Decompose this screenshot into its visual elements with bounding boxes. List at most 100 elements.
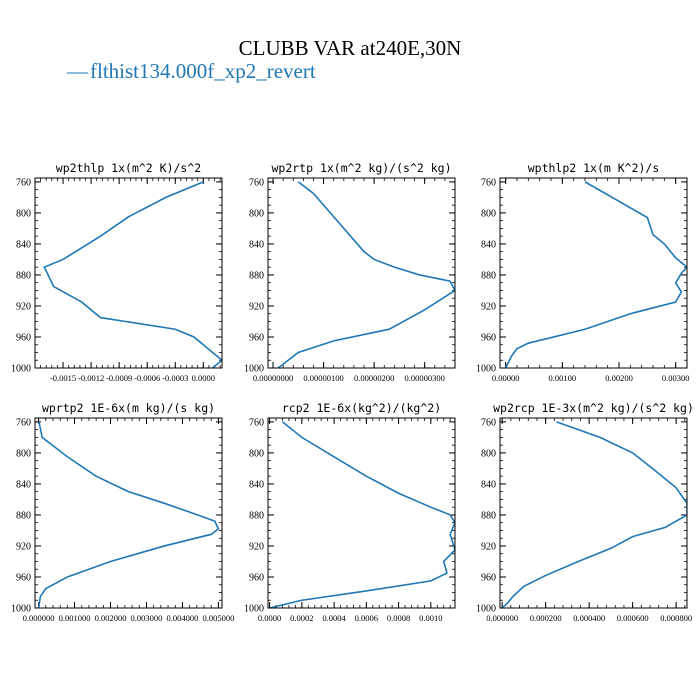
panel-title: wp2rtp 1x(m^2 kg)/(s^2 kg) (271, 161, 451, 175)
x-tick-label: 0.000600 (617, 613, 649, 623)
x-tick-label: 0.004000 (167, 613, 199, 623)
figure-title: CLUBB VAR at240E,30N (239, 36, 462, 60)
y-tick-label: 760 (481, 417, 496, 428)
plot-frame (499, 177, 688, 369)
x-tick-label: 0.00200 (605, 373, 633, 383)
y-tick-label: 880 (481, 510, 496, 521)
chart-panel-1: wp2thlp 1x(m^2 K)/s^2 760 800 840 880 920 960 1… (11, 161, 223, 383)
panel-title: rcp2 1E-6x(kg^2)/(kg^2) (282, 401, 441, 415)
x-tick-label: 0.000000 (23, 613, 55, 623)
panel-title: wpthlp2 1x(m K^2)/s (528, 161, 660, 175)
chart-panel-6: wp2rcp 1E-3x(m^2 kg)/(s^2 kg) 760 800 840 88… (476, 401, 694, 623)
x-tick-label: 0.003000 (131, 613, 163, 623)
y-tick-label: 960 (16, 572, 31, 583)
y-tick-label: 1000 (476, 604, 496, 615)
chart-panel-2: wp2rtp 1x(m^2 kg)/(s^2 kg) 760 800 840 880 92… (244, 161, 456, 383)
y-tick-label: 880 (481, 270, 496, 281)
y-tick-label: 1000 (476, 364, 496, 375)
x-tick-label: -0.0003 (162, 373, 188, 383)
y-tick-label: 920 (249, 541, 264, 552)
y-tick-label: 920 (481, 541, 496, 552)
y-tick-label: 880 (16, 270, 31, 281)
x-tick-label: 0.00300 (662, 373, 690, 383)
y-tick-label: 1000 (244, 604, 264, 615)
x-tick-label: -0.0009 (106, 373, 132, 383)
chart-panel-5: rcp2 1E-6x(kg^2)/(kg^2) 760 800 840 880 920 96… (244, 401, 456, 623)
plot-frame (499, 417, 688, 609)
x-tick-label: 0.00000200 (354, 373, 394, 383)
y-tick-label: 840 (16, 479, 31, 490)
plot-frame (34, 177, 223, 369)
chart-panel-4: wprtp2 1E-6x(m kg)/(s kg) 760 800 840 880 920… (11, 401, 234, 623)
legend-label: flthist134.000f_xp2_revert (90, 59, 316, 83)
series-line (43, 181, 222, 368)
x-tick-label: 0.0006 (355, 613, 378, 623)
x-tick-label: 0.0000 (258, 613, 281, 623)
panel-grid: wp2thlp 1x(m^2 K)/s^2 760 800 840 880 920 960 1… (11, 161, 694, 623)
x-tick-label: 0.0000 (192, 373, 215, 383)
x-tick-label: 0.000400 (573, 613, 605, 623)
y-tick-label: 800 (16, 208, 31, 219)
plot-frame (267, 177, 456, 369)
plot-frame (267, 417, 456, 609)
series-line (37, 421, 220, 608)
y-tick-label: 960 (249, 572, 264, 583)
series-line (269, 421, 455, 608)
y-tick-label: 840 (481, 239, 496, 250)
y-tick-label: 920 (481, 301, 496, 312)
y-tick-label: 800 (481, 208, 496, 219)
y-tick-label: 960 (481, 572, 496, 583)
y-tick-label: 840 (249, 479, 264, 490)
x-tick-label: 0.00000 (492, 373, 520, 383)
y-tick-label: 760 (16, 417, 31, 428)
x-tick-label: 0.002000 (95, 613, 127, 623)
series-line (277, 181, 455, 368)
x-tick-label: 0.0002 (290, 613, 313, 623)
y-tick-label: 840 (16, 239, 31, 250)
x-tick-label: 0.001000 (59, 613, 91, 623)
x-tick-label: 0.000000 (486, 613, 518, 623)
y-tick-label: 840 (249, 239, 264, 250)
x-tick-label: 0.000800 (660, 613, 692, 623)
y-tick-label: 960 (481, 332, 496, 343)
y-tick-label: 1000 (244, 364, 264, 375)
y-tick-label: 880 (249, 510, 264, 521)
series-line (501, 421, 687, 608)
legend: — flthist134.000f_xp2_revert (66, 59, 316, 83)
plot-frame (34, 417, 223, 609)
x-tick-label: 0.00000100 (303, 373, 343, 383)
y-tick-label: 880 (16, 510, 31, 521)
x-tick-label: -0.0006 (134, 373, 160, 383)
y-tick-label: 920 (16, 301, 31, 312)
legend-dash: — (66, 59, 89, 83)
y-tick-label: 840 (481, 479, 496, 490)
series-line (504, 181, 687, 368)
x-tick-label: 0.00000300 (404, 373, 444, 383)
x-tick-label: 0.000200 (530, 613, 562, 623)
x-tick-label: 0.0010 (419, 613, 442, 623)
panel-title: wp2thlp 1x(m^2 K)/s^2 (56, 161, 201, 175)
panel-title: wp2rcp 1E-3x(m^2 kg)/(s^2 kg) (493, 401, 694, 415)
y-tick-label: 800 (481, 448, 496, 459)
chart-panel-3: wpthlp2 1x(m K^2)/s 760 800 840 880 920 960 100… (476, 161, 689, 383)
y-tick-label: 920 (16, 541, 31, 552)
x-tick-label: -0.0015 (50, 373, 76, 383)
y-tick-label: 1000 (11, 364, 31, 375)
y-tick-label: 960 (16, 332, 31, 343)
x-tick-label: 0.005000 (202, 613, 234, 623)
y-tick-label: 800 (249, 208, 264, 219)
y-tick-label: 880 (249, 270, 264, 281)
y-tick-label: 760 (249, 177, 264, 188)
y-tick-label: 760 (16, 177, 31, 188)
y-tick-label: 1000 (11, 604, 31, 615)
x-tick-label: 0.0008 (387, 613, 410, 623)
y-tick-label: 760 (481, 177, 496, 188)
y-tick-label: 760 (249, 417, 264, 428)
x-tick-label: -0.0012 (78, 373, 104, 383)
y-tick-label: 920 (249, 301, 264, 312)
y-tick-label: 800 (249, 448, 264, 459)
panel-title: wprtp2 1E-6x(m kg)/(s kg) (42, 401, 215, 415)
y-tick-label: 800 (16, 448, 31, 459)
